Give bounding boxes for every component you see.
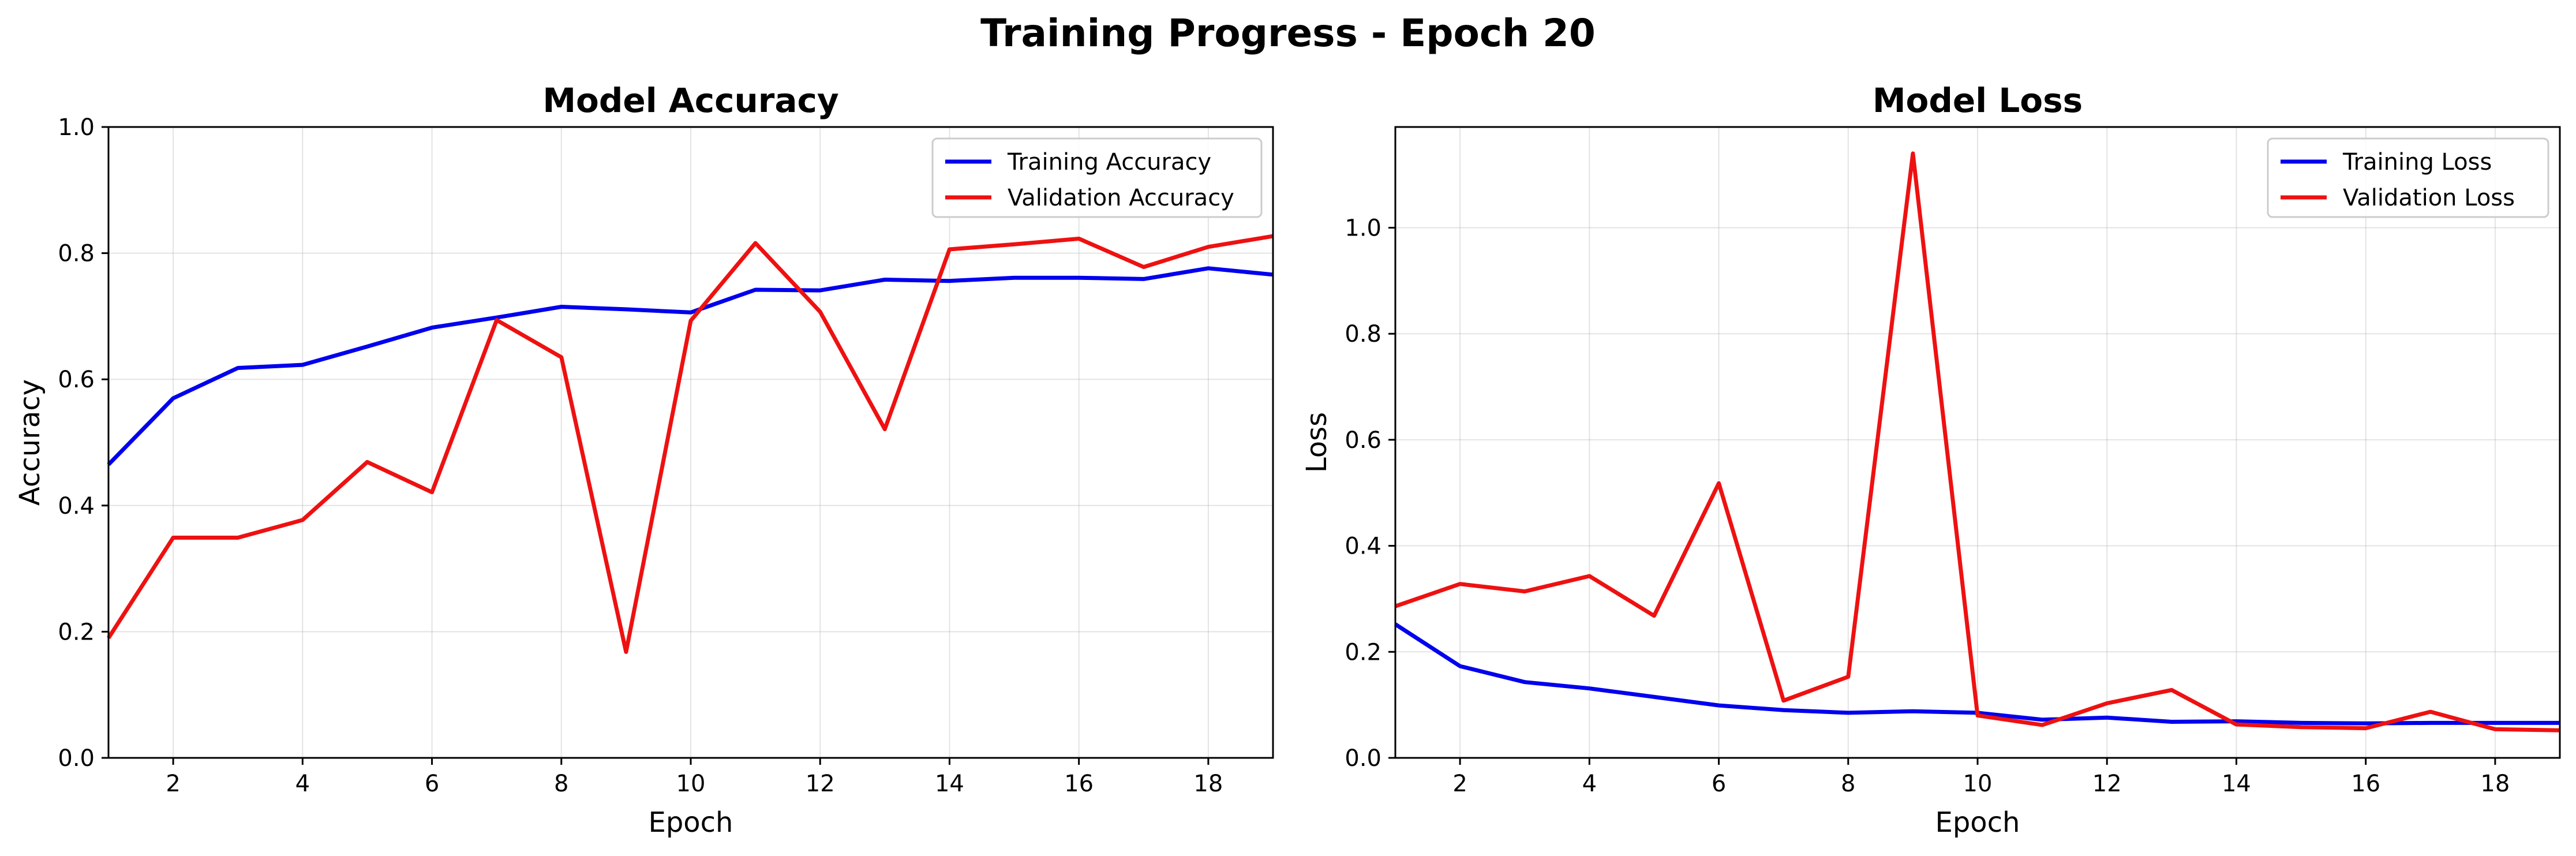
loss-xtick-label: 8 bbox=[1841, 771, 1855, 797]
accuracy-xtick-label: 12 bbox=[806, 771, 835, 797]
accuracy-ytick-label: 0.4 bbox=[58, 493, 95, 519]
accuracy-ytick-label: 0.0 bbox=[58, 745, 95, 772]
loss-legend-box bbox=[2267, 137, 2549, 218]
accuracy-ytick-label: 0.8 bbox=[58, 241, 95, 267]
loss-series-validation bbox=[1394, 151, 2560, 732]
loss-legend-label-validation: Validation Loss bbox=[2343, 185, 2515, 211]
accuracy-xtick-label: 16 bbox=[1064, 771, 1094, 797]
loss-xtick-label: 12 bbox=[2092, 771, 2122, 797]
accuracy-ytick-label: 0.6 bbox=[58, 367, 95, 393]
accuracy-xtick-label: 8 bbox=[554, 771, 568, 797]
accuracy-series-validation bbox=[107, 234, 1274, 654]
loss-ytick-label: 0.2 bbox=[1345, 639, 1381, 666]
figure-title: Training Progress - Epoch 20 bbox=[980, 11, 1596, 55]
loss-ytick-label: 0.0 bbox=[1345, 745, 1381, 772]
accuracy-xtick-label: 2 bbox=[166, 771, 180, 797]
loss-ytick-label: 0.6 bbox=[1345, 427, 1381, 454]
loss-xtick-label: 10 bbox=[1963, 771, 1993, 797]
loss-legend: Training Loss Validation Loss bbox=[2267, 137, 2549, 218]
accuracy-xtick-label: 14 bbox=[935, 771, 964, 797]
loss-y-axis-label: Loss bbox=[1301, 412, 1333, 473]
loss-x-axis-label: Epoch bbox=[1935, 806, 2020, 839]
accuracy-legend-box bbox=[931, 137, 1263, 218]
accuracy-legend-label-validation: Validation Accuracy bbox=[1008, 185, 1234, 211]
loss-xtick-label: 14 bbox=[2222, 771, 2251, 797]
accuracy-ytick-label: 0.2 bbox=[58, 619, 95, 645]
accuracy-chart: 2 4 6 8 10 12 14 16 18 0.0 0.2 0.4 0.6 0.8 1.0 Model Ac… bbox=[14, 81, 1274, 839]
accuracy-xtick-label: 18 bbox=[1193, 771, 1223, 797]
loss-chart: 2 4 6 8 10 12 14 16 18 0.0 0.2 0.4 0.6 0.8 1.0 Model Lo… bbox=[1301, 81, 2561, 839]
accuracy-xtick-label: 6 bbox=[425, 771, 439, 797]
loss-ytick-label: 0.4 bbox=[1345, 533, 1381, 560]
accuracy-ytick-label: 1.0 bbox=[58, 114, 95, 141]
accuracy-x-axis-label: Epoch bbox=[649, 806, 733, 839]
loss-xtick-label: 16 bbox=[2351, 771, 2380, 797]
accuracy-legend-label-training: Training Accuracy bbox=[1007, 149, 1211, 175]
loss-chart-title: Model Loss bbox=[1873, 81, 2083, 120]
loss-ytick-label: 1.0 bbox=[1345, 215, 1381, 242]
loss-xtick-label: 18 bbox=[2480, 771, 2510, 797]
accuracy-chart-title: Model Accuracy bbox=[542, 81, 838, 120]
accuracy-y-axis-label: Accuracy bbox=[14, 379, 46, 506]
loss-xtick-label: 4 bbox=[1582, 771, 1597, 797]
loss-xtick-label: 6 bbox=[1712, 771, 1726, 797]
accuracy-legend: Training Accuracy Validation Accuracy bbox=[931, 137, 1263, 218]
loss-legend-label-training: Training Loss bbox=[2342, 149, 2492, 175]
loss-ytick-label: 0.8 bbox=[1345, 321, 1381, 347]
loss-xtick-label: 2 bbox=[1452, 771, 1467, 797]
accuracy-series-training bbox=[107, 266, 1274, 466]
accuracy-xtick-label: 10 bbox=[676, 771, 706, 797]
accuracy-xtick-label: 4 bbox=[295, 771, 310, 797]
